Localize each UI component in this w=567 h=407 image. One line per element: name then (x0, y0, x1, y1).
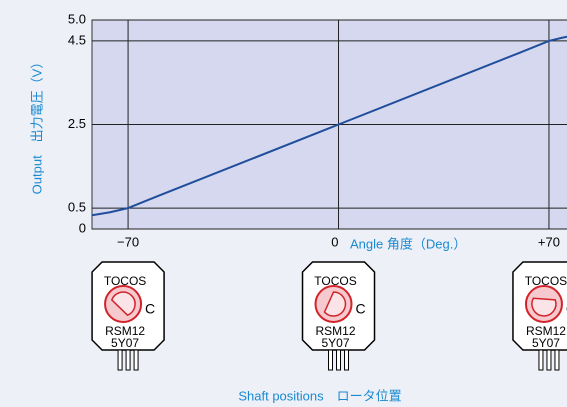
icon-pin (337, 350, 341, 370)
icon-pin (539, 350, 543, 370)
footer-label: Shaft positions ロータ位置 (238, 388, 401, 403)
icon-mark: C (145, 301, 155, 317)
x-tick-label: +70 (538, 234, 560, 249)
y-tick-label: 0.5 (68, 200, 86, 215)
icon-pin (345, 350, 349, 370)
x-tick-label: −70 (117, 234, 139, 249)
icon-pin (547, 350, 551, 370)
icon-code: 5Y07 (322, 336, 350, 350)
icon-code: 5Y07 (532, 336, 560, 350)
page: {"chart_data":{"type":"line", "x":[-82,-… (0, 0, 567, 407)
icon-pin (329, 350, 333, 370)
icon-pin (126, 350, 130, 370)
icon-pin (118, 350, 122, 370)
icon-mark: C (355, 301, 365, 317)
icon-brand: TOCOS (104, 274, 146, 288)
icon-pin (555, 350, 559, 370)
icon-brand: TOCOS (314, 274, 356, 288)
y-axis-label: Output 出力電圧（V） (29, 56, 44, 195)
y-tick-label: 2.5 (68, 116, 86, 131)
icon-brand: TOCOS (525, 274, 567, 288)
y-tick-label: 4.5 (68, 32, 86, 47)
y-tick-label: 5.0 (68, 11, 86, 26)
icon-pin (134, 350, 138, 370)
x-tick-label: 0 (331, 234, 338, 249)
x-axis-label: Angle 角度（Deg.） (350, 236, 466, 251)
icon-code: 5Y07 (111, 336, 139, 350)
y-tick-label: 0 (79, 220, 86, 235)
chart: Output 出力電圧（V） Angle 角度（Deg.） Shaft posi… (0, 0, 567, 407)
